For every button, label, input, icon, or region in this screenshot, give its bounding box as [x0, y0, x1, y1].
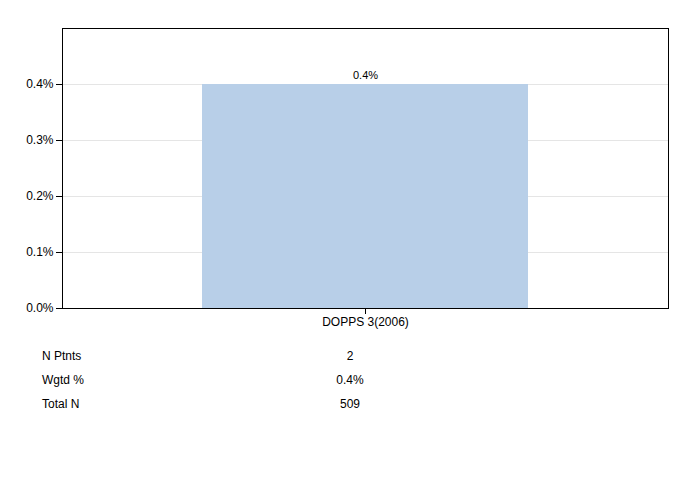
svg-text:DOPPS 3(2006): DOPPS 3(2006) [322, 315, 409, 329]
svg-text:0.0%: 0.0% [26, 301, 54, 315]
svg-text:0.2%: 0.2% [26, 189, 54, 203]
html-text:Wgtd %: Wgtd % [42, 373, 84, 387]
html-text:Total N: Total N [42, 397, 80, 411]
svg-text:0.4%: 0.4% [353, 69, 378, 81]
html-text:509: 509 [340, 397, 360, 411]
html-text:N Ptnts: N Ptnts [42, 349, 82, 363]
svg-text:0.1%: 0.1% [26, 245, 54, 259]
html-text:0.4%: 0.4% [336, 373, 364, 387]
svg-text:0.4%: 0.4% [26, 77, 54, 91]
html-text:2: 2 [346, 349, 354, 363]
svg-text:0.3%: 0.3% [26, 133, 54, 147]
